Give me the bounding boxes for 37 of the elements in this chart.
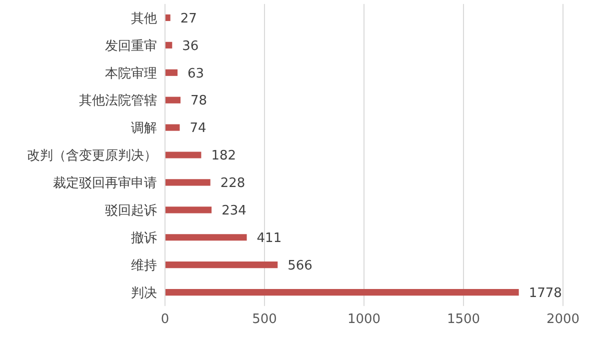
data-label: 411 — [256, 230, 282, 246]
y-tick-label: 其他法院管辖 — [79, 94, 157, 109]
bar — [165, 14, 170, 22]
bar — [165, 288, 519, 296]
bar — [165, 96, 181, 104]
data-label: 234 — [222, 204, 246, 219]
bar — [165, 69, 178, 76]
data-label: 182 — [211, 148, 236, 164]
x-tick-label: 1500 — [446, 312, 480, 328]
bar — [165, 262, 278, 268]
y-tick-label: 其他 — [131, 11, 157, 26]
bar — [165, 234, 247, 241]
y-tick-label: 维持 — [131, 258, 157, 274]
x-tick-label: 500 — [252, 312, 277, 328]
y-tick-label: 驳回起诉 — [105, 204, 157, 219]
x-tick-label: 2000 — [546, 312, 580, 328]
y-tick-label: 本院审理 — [105, 65, 157, 82]
x-tick-label: 0 — [160, 312, 170, 328]
data-label: 566 — [288, 258, 312, 274]
data-label: 36 — [182, 38, 199, 54]
y-tick-label: 撤诉 — [131, 230, 157, 246]
y-tick-label: 改判（含变更原判决） — [27, 148, 157, 164]
y-tick-label: 调解 — [131, 121, 157, 136]
bar — [165, 152, 202, 158]
data-label: 1778 — [528, 286, 562, 301]
bar — [165, 179, 210, 186]
bar — [165, 206, 212, 214]
data-label: 228 — [220, 176, 246, 192]
data-label: 63 — [188, 66, 204, 82]
y-tick-label: 裁定驳回再审申请 — [53, 175, 157, 192]
y-tick-label: 发回重审 — [105, 38, 157, 54]
bar — [165, 124, 180, 131]
data-label: 74 — [190, 121, 206, 136]
x-tick-label: 1000 — [347, 312, 381, 328]
data-label: 78 — [190, 94, 208, 109]
data-label: 27 — [180, 11, 197, 26]
y-tick-label: 判决 — [131, 286, 157, 301]
